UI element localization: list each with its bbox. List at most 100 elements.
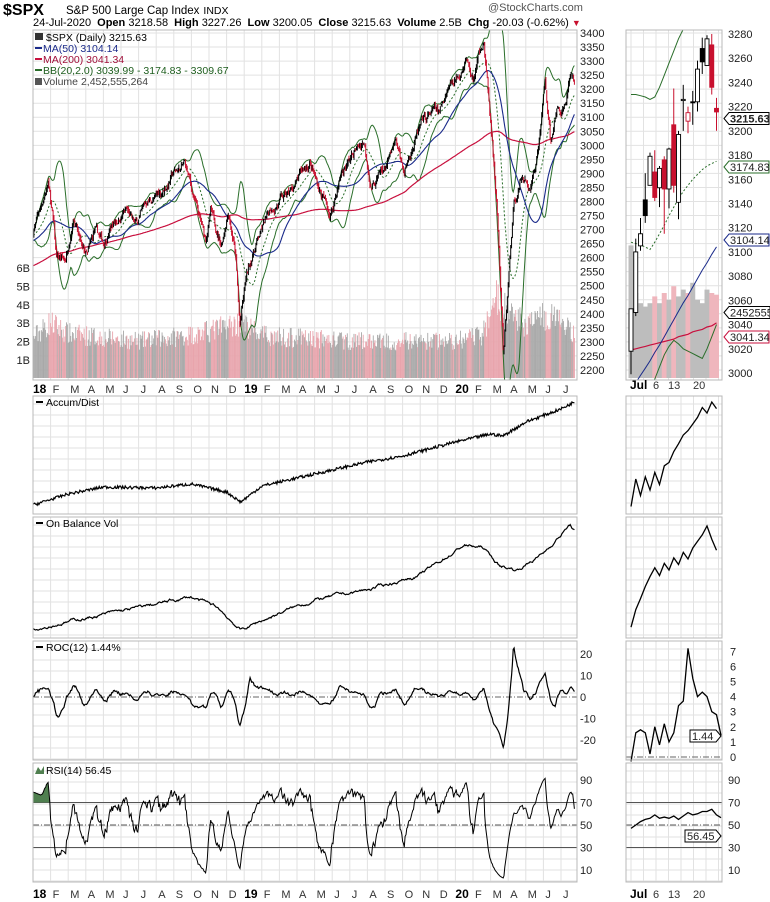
month-label: J (123, 889, 129, 901)
rsi-tick-label-small: 90 (728, 775, 740, 787)
volume-bar-small (680, 289, 686, 378)
tag-bb-mid-text: 3174.83 (730, 162, 770, 174)
rsi-tick-label-small: 50 (728, 820, 740, 832)
month-label: O (193, 384, 202, 396)
copyright: @StockCharts.com (488, 2, 583, 14)
price-tick-label: 2450 (580, 295, 604, 307)
volume-tick-label: 2B (17, 337, 30, 349)
roc-line-small (630, 648, 722, 762)
month-label: J (141, 889, 147, 901)
small-roc-tick-label: 5 (730, 677, 736, 689)
month-label: A (88, 889, 96, 901)
month-label: A (158, 384, 166, 396)
small-price-tick-label: 3200 (728, 126, 752, 138)
month-label: A (299, 384, 307, 396)
month-label: N (211, 384, 219, 396)
ad-swatch-icon (36, 401, 43, 403)
header-symbol: $SPX (3, 2, 44, 19)
candle-body (709, 44, 715, 88)
candle-body (638, 233, 643, 247)
small-roc-tick-label: 0 (730, 752, 736, 764)
month-label: F (475, 889, 482, 901)
rsi-tick-label: 70 (580, 798, 592, 810)
chart-marks (32, 30, 722, 879)
small-date-label: Jul (630, 887, 647, 901)
rsi-line-small (630, 808, 722, 829)
candle-body (714, 107, 719, 113)
month-label: M (493, 889, 502, 901)
month-label: M (70, 384, 79, 396)
tag-volume: 2452555 (723, 306, 770, 320)
tag-price: 3215.63 (723, 112, 770, 126)
volume-tick-label: 4B (17, 300, 30, 312)
price-tick-label: 3300 (580, 56, 604, 68)
price-tick-label: 2400 (580, 309, 604, 321)
tag-ma50: 3104.14 (723, 233, 770, 247)
bb-lower-line-small (653, 324, 717, 380)
small-price-tick-label: 3120 (728, 223, 752, 235)
month-label: S (176, 384, 183, 396)
price-tick-label: 2700 (580, 225, 604, 237)
candle-body (699, 48, 705, 63)
small-roc-tick-label: 1 (730, 737, 736, 749)
tag-roc: 1.44 (689, 729, 722, 743)
volume-bar-small (657, 303, 662, 378)
price-tick-label: 2900 (580, 168, 604, 180)
roc-line (32, 646, 575, 750)
tag-price-text: 3215.63 (730, 114, 770, 126)
bb-middle-line (33, 61, 575, 286)
small-price-tick-label: 3240 (728, 77, 752, 89)
month-label: D (440, 384, 448, 396)
legend-bb: BB(20,2.0) 3039.99 - 3174.83 - 3309.67 (43, 65, 229, 77)
quote-date: 24-Jul-2020 (33, 17, 91, 29)
price-tick-label: 2750 (580, 211, 604, 223)
header-fullname: S&P 500 Large Cap Index (66, 5, 200, 17)
price-tick-label: 2250 (580, 351, 604, 363)
bb-swatch-icon (35, 69, 42, 71)
tag-bb-mid: 3174.83 (723, 160, 770, 174)
month-label: A (88, 384, 96, 396)
month-label: F (53, 889, 60, 901)
rsi-tick-label: 50 (580, 820, 592, 832)
month-label: M (528, 384, 537, 396)
rsi-area-icon (35, 766, 44, 774)
accum-dist-line (32, 401, 575, 507)
month-label: M (281, 384, 290, 396)
legend-ma200: MA(200) 3041.34 (43, 54, 124, 66)
price-tick-label: 3250 (580, 70, 604, 82)
month-label: D (229, 889, 237, 901)
month-label: N (422, 384, 430, 396)
volume-bar-small (642, 306, 648, 378)
open-label: Open (97, 17, 125, 29)
year-label: 19 (244, 382, 258, 396)
volume-tick-label: 6B (17, 263, 30, 275)
ma200-line-small (630, 322, 717, 351)
bb-lower-line (33, 81, 575, 380)
small-date-label: 20 (693, 889, 705, 901)
small-date-label: 13 (668, 380, 680, 392)
legend-roc: ROC(12) 1.44% (46, 642, 121, 654)
tag-ma200: 3041.34 (723, 330, 770, 344)
tag-rsi-text: 56.45 (687, 831, 715, 843)
month-label: M (317, 384, 326, 396)
ma200-line (33, 130, 575, 267)
volume-bar-small (666, 299, 672, 378)
low-value: 3200.05 (273, 17, 313, 29)
month-label: O (405, 889, 414, 901)
small-date-label: 13 (668, 889, 680, 901)
month-label: J (545, 384, 551, 396)
tag-ma50-text: 3104.14 (730, 235, 770, 247)
legend-obv: On Balance Vol (46, 518, 118, 530)
month-label: M (317, 889, 326, 901)
price-legend: $SPX (Daily) 3215.63 MA(50) 3104.14 MA(2… (35, 32, 229, 88)
month-label: D (229, 384, 237, 396)
price-tick-label: 2200 (580, 365, 604, 377)
month-label: M (105, 889, 114, 901)
panel-frame-small (625, 29, 723, 381)
roc-tick-label: -10 (580, 714, 596, 726)
small-date-label: 6 (653, 380, 659, 392)
small-price-tick-label: 3060 (728, 295, 752, 307)
candle-body (661, 159, 667, 190)
rsi-tick-label-small: 70 (728, 798, 740, 810)
obv-swatch-icon (36, 522, 43, 524)
